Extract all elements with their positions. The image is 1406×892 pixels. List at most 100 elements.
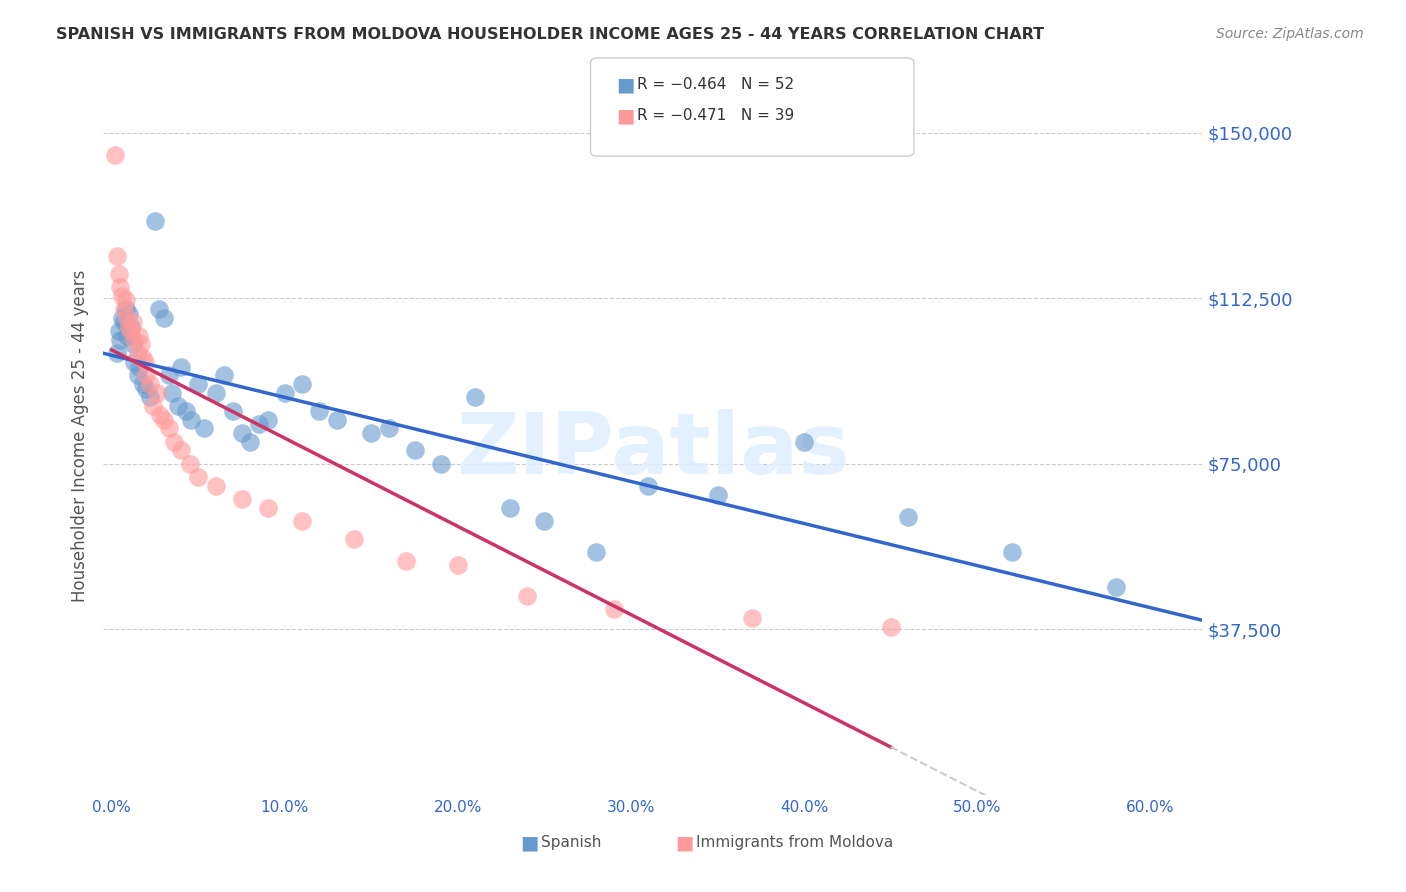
Point bbox=[395, 554, 418, 568]
Text: R = −0.471   N = 39: R = −0.471 N = 39 bbox=[637, 109, 794, 123]
Point bbox=[499, 500, 522, 515]
Point bbox=[114, 302, 136, 317]
Point bbox=[360, 425, 382, 440]
Point bbox=[110, 333, 132, 347]
Point bbox=[214, 368, 236, 383]
Text: SPANISH VS IMMIGRANTS FROM MOLDOVA HOUSEHOLDER INCOME AGES 25 - 44 YEARS CORRELA: SPANISH VS IMMIGRANTS FROM MOLDOVA HOUSE… bbox=[56, 27, 1045, 42]
Point bbox=[107, 267, 129, 281]
Point bbox=[157, 368, 180, 383]
Point bbox=[1001, 545, 1024, 559]
Point bbox=[343, 532, 366, 546]
Point bbox=[897, 509, 920, 524]
Point bbox=[404, 443, 426, 458]
Point bbox=[274, 386, 297, 401]
Point bbox=[128, 359, 150, 374]
Point bbox=[139, 377, 162, 392]
Point bbox=[180, 412, 202, 426]
Point bbox=[204, 479, 226, 493]
Point bbox=[111, 310, 134, 325]
Point bbox=[187, 377, 209, 392]
Point bbox=[152, 310, 174, 325]
Point bbox=[162, 386, 184, 401]
Point bbox=[142, 399, 165, 413]
Point bbox=[447, 558, 470, 573]
Point bbox=[326, 412, 349, 426]
Point bbox=[129, 337, 152, 351]
Point bbox=[193, 421, 215, 435]
Y-axis label: Householder Income Ages 25 - 44 years: Householder Income Ages 25 - 44 years bbox=[72, 270, 89, 602]
Point bbox=[879, 620, 901, 634]
Point bbox=[741, 611, 763, 625]
Text: ■: ■ bbox=[675, 833, 693, 853]
Point bbox=[585, 545, 607, 559]
Point bbox=[120, 324, 142, 338]
Point bbox=[105, 249, 128, 263]
Point bbox=[112, 302, 135, 317]
Text: ■: ■ bbox=[520, 833, 538, 853]
Point bbox=[128, 328, 150, 343]
Point bbox=[377, 421, 399, 435]
Point bbox=[117, 310, 139, 325]
Point bbox=[429, 457, 451, 471]
Point bbox=[204, 386, 226, 401]
Point bbox=[118, 319, 141, 334]
Point bbox=[120, 319, 142, 334]
Point bbox=[187, 470, 209, 484]
Point bbox=[533, 514, 555, 528]
Point bbox=[291, 377, 314, 392]
Text: ■: ■ bbox=[616, 75, 634, 95]
Point bbox=[149, 408, 172, 422]
Point bbox=[135, 368, 157, 383]
Point bbox=[793, 434, 815, 449]
Point bbox=[112, 315, 135, 329]
Point bbox=[256, 412, 278, 426]
Point bbox=[132, 351, 155, 365]
Point bbox=[143, 214, 166, 228]
Point bbox=[107, 324, 129, 338]
Point bbox=[231, 491, 253, 506]
Point bbox=[121, 337, 143, 351]
Point bbox=[174, 403, 197, 417]
Point bbox=[157, 421, 180, 435]
Point bbox=[134, 355, 156, 369]
Point bbox=[170, 359, 193, 374]
Point bbox=[1105, 580, 1128, 594]
Point bbox=[308, 403, 330, 417]
Point bbox=[464, 391, 486, 405]
Point bbox=[706, 487, 728, 501]
Point bbox=[222, 403, 245, 417]
Point bbox=[148, 302, 170, 317]
Point bbox=[516, 589, 538, 603]
Point bbox=[127, 368, 149, 383]
Point bbox=[603, 602, 626, 616]
Point bbox=[166, 399, 188, 413]
Point bbox=[637, 479, 659, 493]
Point bbox=[170, 443, 193, 458]
Text: Source: ZipAtlas.com: Source: ZipAtlas.com bbox=[1216, 27, 1364, 41]
Point bbox=[231, 425, 253, 440]
Point bbox=[152, 412, 174, 426]
Point bbox=[104, 147, 127, 161]
Point bbox=[291, 514, 314, 528]
Point bbox=[124, 333, 146, 347]
Text: ■: ■ bbox=[616, 106, 634, 126]
Point bbox=[124, 355, 146, 369]
Point bbox=[117, 328, 139, 343]
Point bbox=[135, 382, 157, 396]
Point bbox=[139, 391, 162, 405]
Text: Spanish: Spanish bbox=[541, 836, 602, 850]
Point bbox=[105, 346, 128, 360]
Text: R = −0.464   N = 52: R = −0.464 N = 52 bbox=[637, 78, 794, 92]
Point bbox=[127, 346, 149, 360]
Point bbox=[132, 377, 155, 392]
Point bbox=[146, 386, 169, 401]
Point bbox=[110, 280, 132, 294]
Point bbox=[163, 434, 186, 449]
Text: ZIPatlas: ZIPatlas bbox=[456, 409, 849, 491]
Point bbox=[118, 307, 141, 321]
Point bbox=[121, 315, 143, 329]
Point bbox=[256, 500, 278, 515]
Point bbox=[179, 457, 201, 471]
Point bbox=[111, 289, 134, 303]
Text: Immigrants from Moldova: Immigrants from Moldova bbox=[696, 836, 893, 850]
